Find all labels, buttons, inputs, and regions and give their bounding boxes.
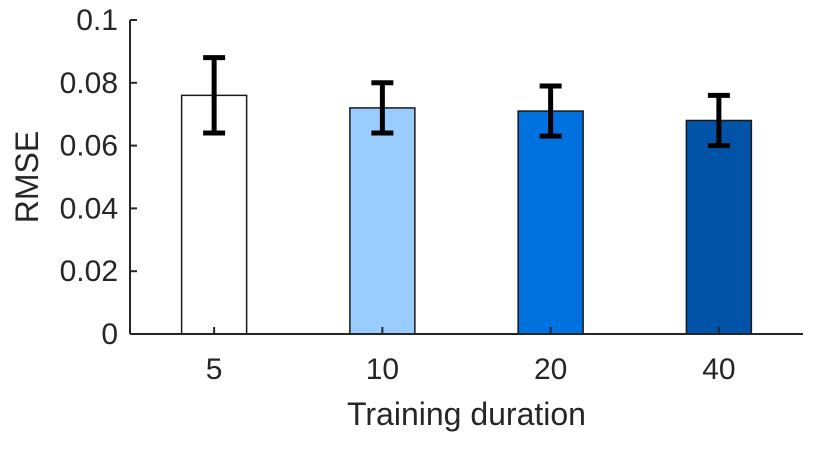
y-tick-label: 0.1 bbox=[76, 4, 118, 37]
x-tick-label-10: 10 bbox=[366, 353, 399, 386]
error-bars bbox=[203, 55, 730, 149]
y-axis-ticks: 0 0.02 0.04 0.06 0.08 0.1 bbox=[60, 4, 137, 351]
y-tick-label: 0.04 bbox=[60, 192, 118, 225]
bar-40 bbox=[685, 119, 753, 335]
y-tick-label: 0.08 bbox=[60, 67, 118, 100]
y-tick-label: 0.02 bbox=[60, 255, 118, 288]
y-axis-label: RMSE bbox=[9, 131, 45, 223]
y-tick-label: 0.06 bbox=[60, 130, 118, 163]
y-tick-label: 0 bbox=[101, 318, 118, 351]
x-tick-label-5: 5 bbox=[206, 353, 223, 386]
x-tick-label-20: 20 bbox=[534, 353, 567, 386]
x-axis-ticks: 5 10 20 40 bbox=[206, 327, 736, 386]
x-axis-label: Training duration bbox=[347, 396, 586, 432]
bar-20 bbox=[517, 110, 584, 335]
bars bbox=[180, 94, 753, 335]
x-tick-label-40: 40 bbox=[702, 353, 735, 386]
bar-10 bbox=[349, 107, 416, 335]
